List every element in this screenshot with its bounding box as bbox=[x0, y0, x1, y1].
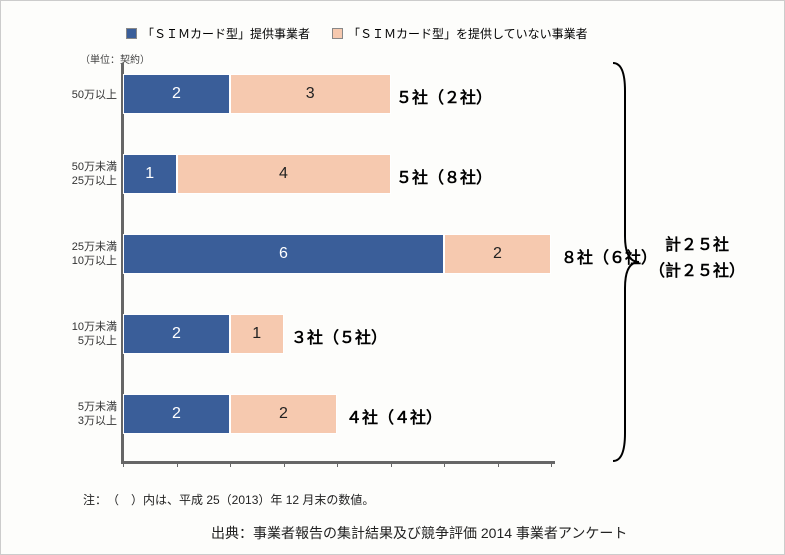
row-total-label: ３社（５社） bbox=[291, 324, 387, 348]
x-tick bbox=[391, 461, 392, 467]
x-tick bbox=[551, 461, 552, 467]
grand-total: 計２５社 （計２５社） bbox=[649, 233, 745, 284]
bar-segment-b: 4 bbox=[177, 154, 391, 194]
bar-row: 14 bbox=[123, 154, 391, 194]
x-tick bbox=[123, 461, 124, 467]
bar-segment-a: 1 bbox=[123, 154, 177, 194]
x-tick bbox=[284, 461, 285, 467]
category-label: 50万以上 bbox=[45, 88, 117, 102]
bar-row: 22 bbox=[123, 394, 337, 434]
bar-segment-b: 2 bbox=[444, 234, 551, 274]
category-label: 50万未満25万以上 bbox=[45, 160, 117, 189]
x-tick bbox=[337, 461, 338, 467]
bar-row: 23 bbox=[123, 74, 391, 114]
grand-total-line2: （計２５社） bbox=[649, 259, 745, 285]
legend-label-b: 「ＳＩＭカード型」を提供していない事業者 bbox=[348, 25, 588, 42]
footnote: 注： （ ）内は、平成 25（2013）年 12 月末の数値。 bbox=[83, 491, 374, 508]
bar-segment-b: 3 bbox=[230, 74, 391, 114]
bar-segment-b: 2 bbox=[230, 394, 337, 434]
category-label: 5万未満3万以上 bbox=[45, 400, 117, 429]
bar-segment-b: 1 bbox=[230, 314, 284, 354]
brace-icon bbox=[611, 61, 641, 463]
legend-label-a: 「ＳＩＭカード型」提供事業者 bbox=[142, 25, 310, 42]
row-total-label: ５社（２社） bbox=[396, 84, 492, 108]
bar-row: 21 bbox=[123, 314, 284, 354]
unit-label: （単位：契約） bbox=[80, 51, 150, 66]
legend-swatch-b bbox=[332, 28, 343, 39]
legend-swatch-a bbox=[126, 28, 137, 39]
row-total-label: ４社（４社） bbox=[346, 404, 442, 428]
bar-row: 62 bbox=[123, 234, 551, 274]
x-tick bbox=[230, 461, 231, 467]
bar-segment-a: 2 bbox=[123, 74, 230, 114]
category-label: 25万未満10万以上 bbox=[45, 240, 117, 269]
x-axis bbox=[121, 461, 555, 464]
x-tick bbox=[177, 461, 178, 467]
x-tick bbox=[498, 461, 499, 467]
bar-segment-a: 2 bbox=[123, 394, 230, 434]
category-label: 10万未満5万以上 bbox=[45, 320, 117, 349]
bar-segment-a: 6 bbox=[123, 234, 444, 274]
row-total-label: ５社（８社） bbox=[396, 164, 492, 188]
legend-item-b: 「ＳＩＭカード型」を提供していない事業者 bbox=[332, 25, 588, 42]
legend-item-a: 「ＳＩＭカード型」提供事業者 bbox=[126, 25, 310, 42]
row-total-label: ８社（６社） bbox=[561, 244, 657, 268]
legend: 「ＳＩＭカード型」提供事業者 「ＳＩＭカード型」を提供していない事業者 bbox=[126, 25, 588, 42]
source-citation: 出典：事業者報告の集計結果及び競争評価 2014 事業者アンケート bbox=[211, 523, 627, 543]
bar-segment-a: 2 bbox=[123, 314, 230, 354]
x-tick bbox=[444, 461, 445, 467]
grand-total-line1: 計２５社 bbox=[649, 233, 745, 259]
